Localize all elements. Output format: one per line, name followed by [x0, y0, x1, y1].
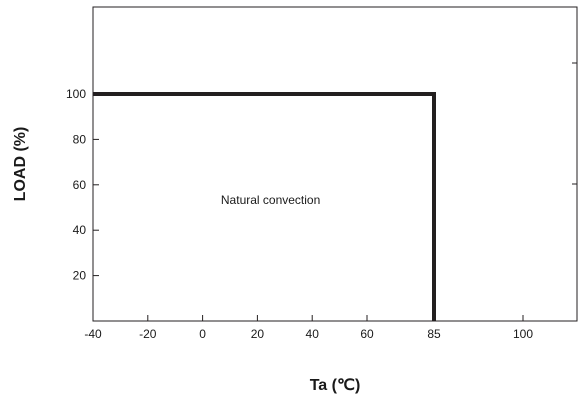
y-tick-label: 20	[73, 269, 87, 283]
x-tick-label: 0	[199, 327, 206, 341]
annotation-natural-convection: Natural convection	[221, 193, 320, 207]
y-axis-ticks: 20 40 60 80 100	[66, 87, 99, 283]
x-tick-label: -20	[139, 327, 157, 341]
x-axis-title: Ta (℃)	[310, 377, 361, 394]
plot-frame	[92, 6, 578, 322]
x-tick-label: 20	[251, 327, 265, 341]
x-tick-label: 40	[306, 327, 320, 341]
y-tick-label: 100	[66, 87, 86, 101]
x-tick-label: 60	[360, 327, 374, 341]
y-axis-title: LOAD (%)	[12, 127, 29, 202]
y-tick-label: 40	[73, 223, 87, 237]
y-tick-label: 60	[73, 178, 87, 192]
x-axis-ticks: -40 -20 0 20 40 60 85 100	[84, 315, 533, 341]
x-tick-label: 100	[513, 327, 533, 341]
derating-curve	[93, 92, 436, 321]
series-layer	[93, 92, 436, 321]
x-tick-label: -40	[84, 327, 102, 341]
y-tick-label: 80	[73, 132, 87, 146]
x-tick-label: 85	[427, 327, 441, 341]
